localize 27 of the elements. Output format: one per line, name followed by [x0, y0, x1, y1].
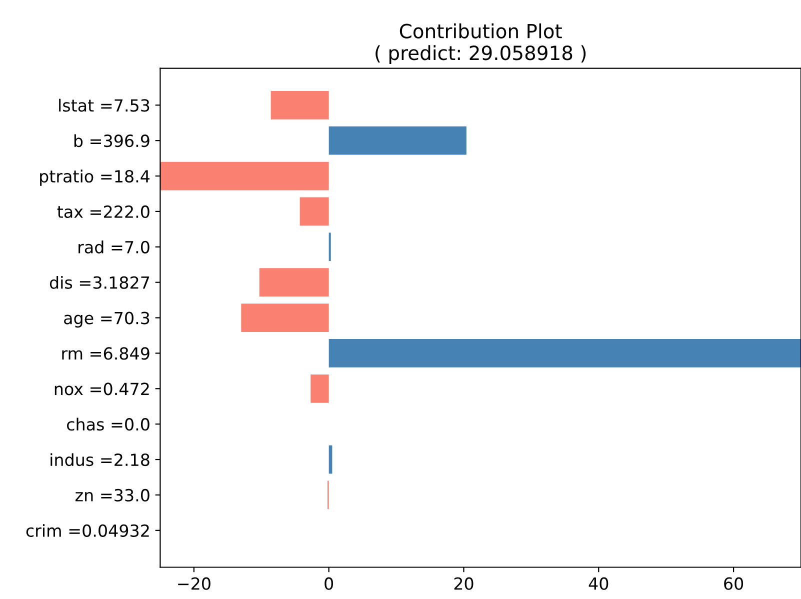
bar	[160, 162, 329, 190]
bar	[300, 197, 329, 226]
y-tick-label: dis =3.1827	[50, 276, 150, 289]
y-tick-label: tax =222.0	[57, 205, 150, 218]
bar	[328, 126, 466, 155]
y-tick-label: indus =2.18	[50, 453, 150, 466]
x-tick-label: 20	[454, 577, 474, 590]
y-tick-label: rad =7.0	[78, 240, 150, 254]
y-tick-label: chas =0.0	[67, 418, 150, 431]
y-tick-label: ptratio =18.4	[40, 170, 150, 186]
x-tick-label: 60	[724, 577, 744, 590]
y-tick-label: rm =6.849	[62, 347, 150, 360]
y-tick-label: zn =33.0	[76, 488, 150, 502]
y-tick-label: lstat =7.53	[59, 98, 150, 112]
bar	[241, 304, 329, 332]
x-tick-label: −20	[178, 577, 210, 590]
y-tick-label: age =70.3	[64, 312, 150, 328]
y-tick-label: crim =0.04932	[26, 524, 149, 537]
bar	[270, 90, 329, 120]
y-tick-label: nox =0.472	[54, 382, 149, 396]
bar	[259, 268, 329, 297]
bar	[310, 374, 329, 403]
x-tick-label: 40	[588, 577, 608, 590]
chart-title: Contribution Plot ( predict: 29.058918 )	[376, 23, 586, 64]
x-tick-label: 0	[324, 577, 334, 590]
y-tick-label: b =396.9	[74, 134, 150, 148]
bar	[328, 339, 801, 368]
